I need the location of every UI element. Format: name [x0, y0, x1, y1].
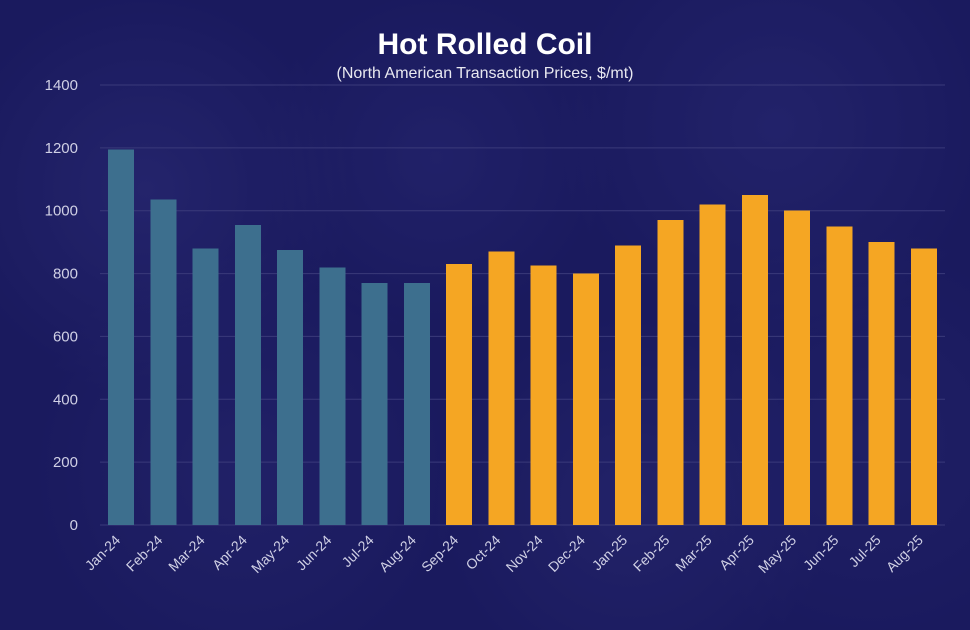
x-axis-tick-label: Feb-25: [630, 532, 673, 575]
bar: [826, 226, 852, 525]
y-axis-tick-label: 0: [70, 517, 78, 534]
x-axis-tick-label: Mar-24: [165, 532, 208, 575]
bar: [869, 242, 895, 525]
y-axis-tick-label: 1400: [45, 77, 78, 94]
bar: [108, 149, 134, 525]
bar: [784, 211, 810, 525]
x-axis-tick-label: Jan-25: [589, 532, 631, 574]
x-axis-tick-label: Apr-24: [209, 532, 250, 573]
bar: [404, 283, 430, 525]
bar: [235, 225, 261, 525]
bar: [700, 204, 726, 525]
x-axis-tick-label: Oct-24: [462, 532, 503, 573]
x-axis-tick-label: Jun-24: [293, 532, 335, 574]
x-axis-tick-label: Jun-25: [800, 532, 842, 574]
y-axis-tick-label: 400: [53, 391, 78, 408]
x-axis-tick-label: Jan-24: [82, 532, 124, 574]
x-axis-tick-label: Aug-24: [376, 532, 419, 575]
x-axis-tick-label: Nov-24: [503, 532, 546, 575]
x-axis-tick-label: Dec-24: [545, 532, 588, 575]
x-axis-tick-label: May-25: [755, 532, 799, 576]
y-axis-tick-label: 1000: [45, 203, 78, 220]
y-axis-tick-label: 1200: [45, 140, 78, 157]
x-axis-tick-label: Jul-24: [338, 532, 376, 570]
bar: [193, 248, 219, 525]
bar: [911, 248, 937, 525]
bar: [615, 245, 641, 525]
y-axis-tick-label: 800: [53, 266, 78, 283]
bar: [531, 266, 557, 525]
y-axis-tick-label: 600: [53, 328, 78, 345]
chart-area: 0200400600800100012001400Jan-24Feb-24Mar…: [0, 0, 970, 630]
x-axis-tick-label: Mar-25: [672, 532, 715, 575]
y-axis-tick-label: 200: [53, 454, 78, 471]
x-axis-tick-label: Feb-24: [123, 532, 166, 575]
x-axis-tick-label: Sep-24: [418, 532, 461, 575]
bar: [657, 220, 683, 525]
bar: [277, 250, 303, 525]
bar: [488, 252, 514, 525]
x-axis-tick-label: Aug-25: [883, 532, 926, 575]
bar: [362, 283, 388, 525]
x-axis-tick-label: May-24: [248, 532, 292, 576]
x-axis-tick-label: Jul-25: [845, 532, 883, 570]
x-axis-tick-label: Apr-25: [716, 532, 757, 573]
bar: [319, 267, 345, 525]
bar: [446, 264, 472, 525]
bar: [573, 274, 599, 525]
bar: [742, 195, 768, 525]
bar-chart-svg: 0200400600800100012001400Jan-24Feb-24Mar…: [0, 0, 970, 630]
bar: [150, 200, 176, 525]
